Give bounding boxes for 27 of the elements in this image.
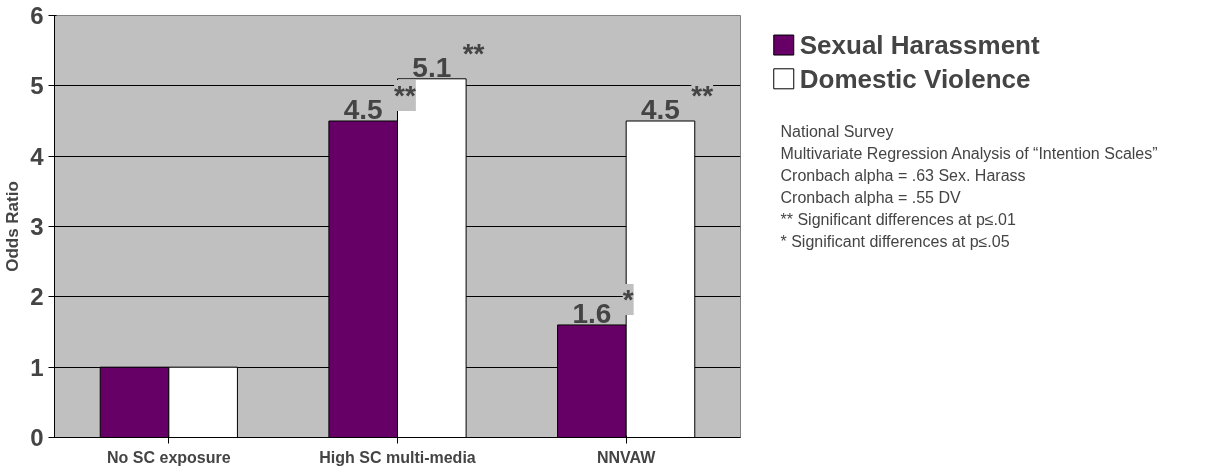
data-label: 1.6: [572, 297, 612, 329]
text: Multivariate Regression Analysis of “Intention Scales”: [780, 144, 1158, 162]
annotation: **: [394, 80, 416, 111]
legend-label: Domestic Violence: [799, 63, 1031, 94]
y-tick-label: 6: [30, 2, 44, 29]
y-tick-label: 3: [30, 213, 44, 240]
text: Cronbach alpha = .55 DV: [780, 188, 961, 206]
y-axis-title: Odds Ratio: [3, 181, 23, 272]
data-label: 4.5: [641, 94, 680, 125]
x-tick-label: NNVAW: [596, 448, 657, 466]
y-tick-label: 0: [30, 424, 44, 451]
x-tick-label: No SC exposure: [107, 448, 231, 466]
annotation: **: [691, 80, 714, 111]
text: National Survey: [780, 122, 894, 140]
x-tick-label: High SC multi-media: [319, 448, 476, 466]
y-tick-label: 4: [30, 142, 45, 170]
y-tick-label: 1: [30, 353, 44, 381]
legend-label: Sexual Harassment: [799, 30, 1040, 61]
y-tick-label: 2: [30, 283, 44, 311]
y-tick-label: 5: [30, 72, 44, 100]
text: * Significant differences at p≤.05: [780, 232, 1010, 250]
annotation: **: [462, 37, 485, 69]
text: Cronbach alpha = .63 Sex. Harass: [780, 166, 1026, 184]
data-label: 4.5: [343, 94, 383, 125]
data-label: 5.1: [412, 51, 452, 83]
text: ** Significant differences at p≤.01: [780, 210, 1016, 228]
annotation: *: [622, 283, 634, 315]
